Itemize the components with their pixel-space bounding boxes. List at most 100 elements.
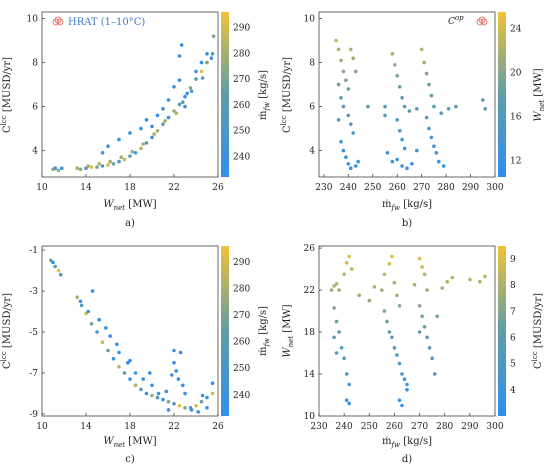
data-point [402,104,407,109]
data-point [75,295,79,300]
y-tick-label: 10 [27,15,39,25]
data-point [395,353,399,357]
data-point [339,96,343,100]
colorbar-tick-label: 260 [233,338,250,348]
data-point [334,351,339,355]
panel-c-xticks: 10 14 18 22 26 [36,413,224,432]
x-tick-label: 270 [413,183,430,193]
data-point [400,403,404,408]
y-tick-label: 4 [32,147,38,157]
panel-c-colorbar-label: ṁfw [kg/s] [258,306,271,356]
panel-d-marks [329,254,487,408]
panel-c-caption: c) [125,454,135,465]
data-point [432,104,436,109]
data-point [139,146,143,151]
data-point [210,391,215,396]
data-point [483,107,488,111]
data-point [150,393,154,398]
data-point [155,113,160,118]
y-tick-label: -3 [29,287,38,297]
data-point [397,129,402,133]
data-point [347,401,352,406]
data-point [393,63,397,67]
data-point [181,100,185,104]
data-point [481,98,485,102]
x-tick-label: 260 [386,422,403,432]
data-point [341,148,346,153]
colorbar-tick-label: 6 [510,334,516,344]
panel-b: 230 240 250 260 270 280 290 300 4 6 8 10 Cop Clcc … [280,11,546,229]
panel-d-xticks: 230 240 250 260 270 280 290 300 [310,413,504,432]
data-point [351,131,356,135]
y-tick-label: 8 [309,59,315,69]
y-tick-label: -7 [29,369,38,379]
data-point [346,113,351,118]
data-point [342,356,346,361]
data-point [383,104,387,109]
data-point [344,398,349,403]
data-point [422,60,426,65]
data-point [415,148,419,153]
data-point [349,267,354,271]
data-point [397,85,402,89]
y-tick-label: 26 [304,244,316,254]
panel-a-ylabel: Clcc [MUSD/yr] [0,57,13,133]
data-point [144,391,149,396]
x-tick-label: 290 [462,183,479,193]
data-point [402,377,407,382]
data-point [172,85,176,89]
panel-c-xlabel: Wnet [MW] [103,436,156,449]
data-point [372,285,377,289]
data-point [183,391,187,396]
data-point [332,284,336,288]
data-point [150,383,154,388]
panel-c: 10 14 18 22 26 -1 -3 -5 -7 -9 Clcc [MUSD/yr] Wne… [0,245,271,465]
data-point [395,74,400,78]
data-point [100,164,105,168]
data-point [189,408,194,412]
x-tick-label: 300 [486,422,503,432]
data-point [430,356,434,361]
data-point [106,348,110,353]
x-tick-label: 14 [80,183,92,193]
x-tick-label: 26 [212,183,224,193]
data-point [53,166,57,170]
panel-a-legend-label: HRAT (1–10°C) [68,17,145,28]
data-point [89,165,94,169]
y-tick-label: 4 [309,147,315,157]
data-point [172,109,176,113]
data-point [397,304,402,308]
data-point [199,60,204,65]
data-point [106,144,110,148]
data-point [397,361,402,366]
data-point [115,342,119,347]
data-point [133,383,138,388]
legend-ring-icon [476,18,484,26]
panel-b-marks [334,38,488,170]
x-tick-label: 22 [168,183,179,193]
data-point [128,154,132,158]
panel-a-yticks: 4 6 8 10 [27,15,45,157]
colorbar-tick-label: 270 [233,75,250,85]
data-point [199,69,204,74]
data-point [417,304,422,308]
data-point [434,151,439,155]
data-point [332,335,336,340]
data-point [349,166,353,170]
data-point [139,126,143,131]
data-point [95,330,99,334]
data-point [440,286,445,290]
data-point [177,54,182,58]
data-point [95,165,99,169]
data-point [420,265,424,269]
data-point [199,399,204,404]
data-point [166,399,171,404]
data-point [367,298,372,303]
panel-b-yticks: 4 6 8 10 [304,15,322,157]
data-point [415,107,419,111]
data-point [390,159,395,164]
data-point [196,410,200,414]
data-point [150,135,154,140]
data-point [344,155,348,159]
data-point [385,319,389,324]
